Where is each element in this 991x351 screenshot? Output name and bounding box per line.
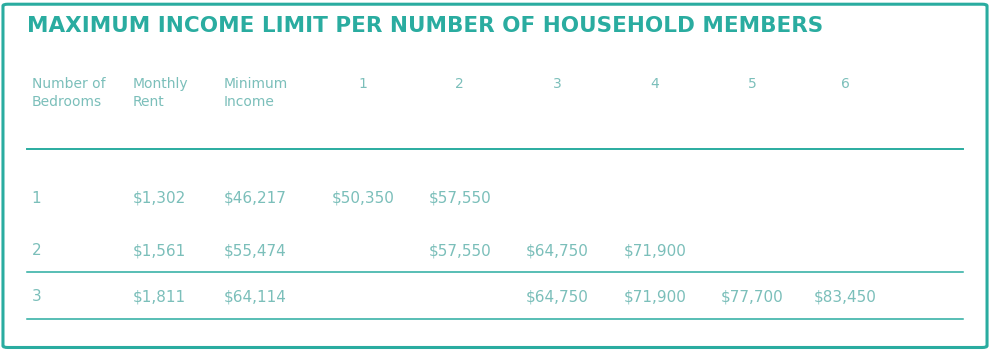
Text: 4: 4 [651,77,659,91]
Text: $1,811: $1,811 [133,289,186,304]
Text: 3: 3 [32,289,42,304]
Text: $64,114: $64,114 [223,289,286,304]
Text: 3: 3 [553,77,562,91]
Text: $83,450: $83,450 [814,289,877,304]
Text: $1,561: $1,561 [133,244,186,258]
Text: $55,474: $55,474 [223,244,286,258]
Text: 5: 5 [748,77,756,91]
Text: 2: 2 [32,244,42,258]
Text: $71,900: $71,900 [623,289,687,304]
Text: $46,217: $46,217 [223,191,286,206]
Text: $1,302: $1,302 [133,191,186,206]
Text: $71,900: $71,900 [623,244,687,258]
Text: 1: 1 [359,77,368,91]
Text: $57,550: $57,550 [428,244,492,258]
Text: $64,750: $64,750 [526,244,589,258]
Text: $57,550: $57,550 [428,191,492,206]
Text: 6: 6 [841,77,849,91]
Text: $50,350: $50,350 [332,191,394,206]
Text: 1: 1 [32,191,42,206]
Text: Number of
Bedrooms: Number of Bedrooms [32,77,105,108]
Text: MAXIMUM INCOME LIMIT PER NUMBER OF HOUSEHOLD MEMBERS: MAXIMUM INCOME LIMIT PER NUMBER OF HOUSE… [27,16,823,36]
Text: Minimum
Income: Minimum Income [223,77,287,108]
Text: 2: 2 [456,77,464,91]
Text: Monthly
Rent: Monthly Rent [133,77,188,108]
Text: $64,750: $64,750 [526,289,589,304]
Text: $77,700: $77,700 [720,289,784,304]
